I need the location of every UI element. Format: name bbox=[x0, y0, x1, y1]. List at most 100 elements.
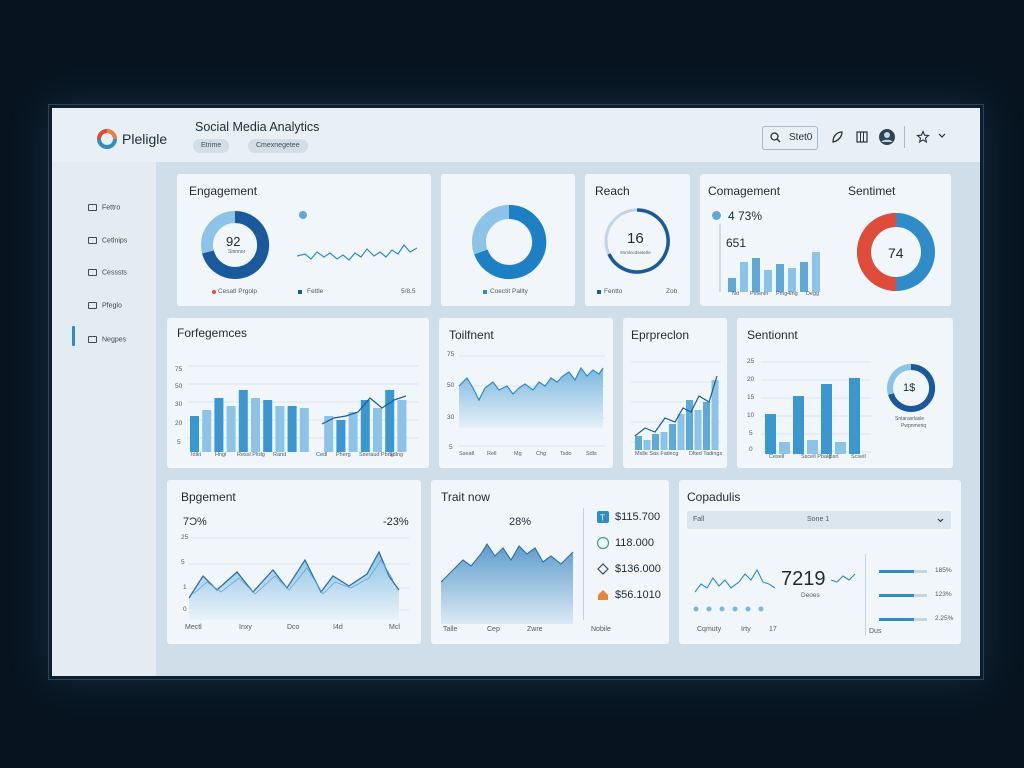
legend-value: Zob bbox=[666, 288, 678, 295]
legend-value: 5/8.5 bbox=[401, 288, 416, 295]
chip-etrime[interactable]: Etrime bbox=[193, 139, 230, 153]
avatar-icon[interactable] bbox=[878, 128, 896, 146]
trend-line bbox=[634, 375, 718, 437]
y-tick-label: 50 bbox=[447, 382, 455, 389]
y-tick-label: 75 bbox=[447, 351, 455, 358]
search-text: Stet0 bbox=[789, 132, 813, 143]
sidebar-item-label: Cesssts bbox=[102, 269, 127, 277]
grid-icon[interactable] bbox=[855, 130, 869, 144]
donut-sublabel: Sinnnor bbox=[228, 249, 246, 255]
eprpreclon-combo-chart bbox=[631, 361, 721, 450]
x-tick-label: Pxtenin bbox=[750, 291, 769, 297]
top-bar: Pleligle Social Media Analytics Etrime C… bbox=[52, 108, 980, 162]
x-tick-label: Nobile bbox=[591, 626, 611, 633]
card-title-sentimet: Sentimet bbox=[848, 184, 896, 198]
sidebar-item-cetlnips[interactable]: Cetlnips bbox=[88, 237, 127, 244]
stat-value: 28% bbox=[509, 516, 532, 528]
diamond-icon[interactable] bbox=[597, 563, 609, 575]
x-tick-label: 17 bbox=[769, 626, 777, 633]
bar bbox=[849, 378, 860, 454]
copadulis-divider bbox=[865, 554, 866, 636]
bar bbox=[397, 400, 407, 452]
bar bbox=[652, 434, 659, 450]
chip-cmexnegetee[interactable]: Cmexnegetee bbox=[248, 139, 308, 153]
bar bbox=[793, 396, 804, 454]
bottom-label: Dus bbox=[869, 628, 882, 635]
sidebar-item-fettro[interactable]: Fettro bbox=[88, 204, 120, 211]
bar bbox=[765, 414, 776, 454]
x-tick-label: Sseatl bbox=[459, 451, 475, 457]
y-tick-label: 20 bbox=[175, 420, 183, 427]
dropdown-value: Sone 1 bbox=[807, 516, 830, 523]
x-tick-label: Nd bbox=[732, 291, 740, 297]
home-icon bbox=[88, 204, 97, 211]
y-tick-label: 75 bbox=[175, 366, 183, 373]
leaf-icon[interactable] bbox=[830, 130, 844, 144]
file-icon bbox=[88, 302, 97, 309]
sidebar-item-negpes[interactable]: Negpes bbox=[88, 336, 126, 343]
x-tick-label: Rell bbox=[487, 451, 497, 457]
stat-right: -23% bbox=[383, 516, 409, 528]
sidebar-item-pfeglo[interactable]: Pfeglo bbox=[88, 302, 122, 309]
bar bbox=[385, 390, 395, 452]
card-title: Trait now bbox=[441, 490, 490, 504]
bar bbox=[812, 252, 820, 292]
bar bbox=[807, 440, 818, 454]
card-traitnow: Trait now 28% Talle Cep Zwre Nobile T $1… bbox=[431, 480, 669, 644]
gauge-value: 16 bbox=[627, 230, 644, 247]
bar bbox=[740, 262, 748, 292]
chevron-down-icon[interactable] bbox=[938, 133, 946, 139]
bar bbox=[299, 408, 309, 452]
stat-dot-icon bbox=[712, 211, 721, 220]
bar bbox=[728, 278, 736, 292]
x-tick-label: Chg bbox=[536, 451, 547, 457]
pagination-dots[interactable] bbox=[693, 606, 769, 612]
home-orange-icon[interactable] bbox=[597, 589, 609, 601]
bar bbox=[835, 442, 846, 454]
x-tick-label: Cesell bbox=[769, 454, 785, 460]
comagement-bar-chart bbox=[719, 224, 820, 292]
y-tick-label: 25 bbox=[747, 358, 755, 365]
whatsapp-icon[interactable] bbox=[596, 536, 610, 550]
progress-bar-fill bbox=[879, 570, 915, 573]
x-tick-label: Bsrl bbox=[829, 454, 839, 460]
x-tick-label: Sdlng bbox=[389, 452, 404, 458]
bar bbox=[263, 400, 273, 452]
legend-dot bbox=[597, 290, 601, 294]
star-icon[interactable] bbox=[916, 130, 930, 144]
y-tick-label: 0 bbox=[749, 446, 753, 453]
bar bbox=[764, 270, 772, 292]
x-tick-label: Pherg bbox=[336, 452, 351, 458]
y-tick-label: 5 bbox=[449, 444, 453, 451]
progress-bar-fill bbox=[879, 594, 915, 597]
bar bbox=[214, 398, 224, 452]
donut-value: 92 bbox=[226, 234, 241, 249]
x-tick-label: Mg bbox=[514, 451, 522, 457]
bar bbox=[275, 406, 285, 452]
bar bbox=[752, 258, 760, 292]
engagement-sparkline bbox=[296, 244, 418, 261]
bar bbox=[776, 264, 784, 292]
progress-label: 185% bbox=[935, 567, 952, 574]
dashboard-screen: Pleligle Social Media Analytics Etrime C… bbox=[52, 108, 980, 676]
twitter-icon[interactable]: T bbox=[597, 511, 609, 523]
search-box[interactable]: Stet0 bbox=[762, 126, 818, 150]
card-forfegemces: Forfegemces 75 50 30 20 5 Idikt Hngl Res… bbox=[167, 318, 429, 468]
sidebar-item-cesssts[interactable]: Cesssts bbox=[88, 269, 127, 276]
bar bbox=[202, 410, 212, 452]
big-value-sublabel: Deoes bbox=[801, 592, 820, 599]
bar bbox=[287, 406, 297, 452]
gauge-sublabel: Ssmlncdseterle bbox=[620, 250, 651, 255]
page-title: Social Media Analytics bbox=[195, 120, 320, 134]
bar bbox=[779, 442, 790, 454]
logo-icon bbox=[97, 129, 117, 149]
x-tick-label: Cqmuty bbox=[697, 626, 722, 633]
x-tick-label: Zwre bbox=[527, 626, 543, 633]
x-tick-label: Sscell Pbalg bbox=[801, 454, 832, 460]
x-tick-label: Dco bbox=[287, 624, 300, 631]
copadulis-dropdown[interactable]: Fall Sone 1 bbox=[687, 511, 951, 529]
y-tick-label: 30 bbox=[175, 401, 183, 408]
list-item-value: $115.700 bbox=[615, 511, 661, 523]
dropdown-left-label: Fall bbox=[693, 516, 705, 523]
y-tick-label: 20 bbox=[747, 376, 755, 383]
